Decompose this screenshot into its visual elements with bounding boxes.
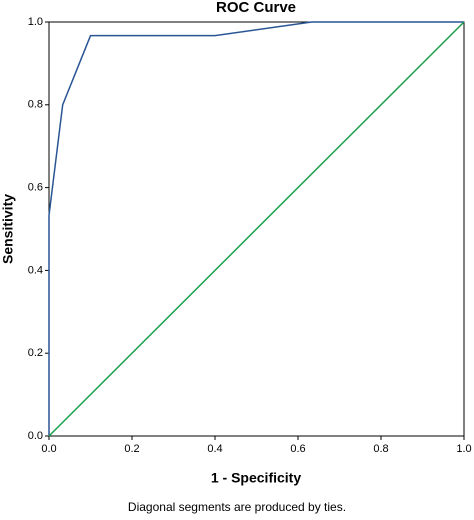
chart-title: ROC Curve bbox=[216, 0, 296, 16]
roc-line bbox=[48, 21, 464, 436]
y-tick-label: 1.0 bbox=[28, 16, 43, 28]
x-tick-label: 0.0 bbox=[41, 443, 56, 455]
x-tick-label: 0.8 bbox=[373, 443, 388, 455]
x-tick-label: 1.0 bbox=[456, 443, 471, 455]
x-tick-label: 0.6 bbox=[290, 443, 305, 455]
y-tick-label: 0.8 bbox=[28, 99, 43, 111]
x-axis-title: 1 - Specificity bbox=[211, 470, 301, 486]
x-tick-label: 0.2 bbox=[124, 443, 139, 455]
y-tick-label: 0.2 bbox=[28, 347, 43, 359]
roc-line bbox=[48, 21, 465, 437]
y-tick-label: 0.4 bbox=[28, 264, 43, 276]
x-tick-label: 0.4 bbox=[207, 443, 222, 455]
y-axis-title: Sensitivity bbox=[0, 194, 16, 264]
y-tick-label: 0.0 bbox=[28, 430, 43, 442]
footnote: Diagonal segments are produced by ties. bbox=[128, 500, 346, 514]
y-tick-label: 0.6 bbox=[28, 182, 43, 194]
